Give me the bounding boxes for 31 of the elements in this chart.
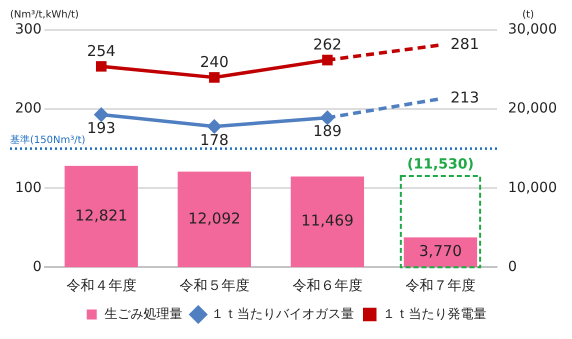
- data-label: 11,469: [301, 212, 354, 230]
- y2-axis-title: (t): [522, 10, 534, 21]
- data-label: 12,821: [75, 206, 128, 224]
- x-tick-label: 令和４年度: [66, 278, 136, 294]
- y-tick-label: 200: [14, 100, 42, 117]
- x-tick-label: 令和６年度: [292, 278, 362, 294]
- data-label: 3,770: [419, 242, 462, 260]
- data-label: (11,530): [407, 156, 474, 173]
- ref-line-label: 基準(150Nm³/t): [10, 134, 86, 146]
- y-tick-label: 0: [32, 258, 42, 275]
- legend-label: 生ごみ処理量: [104, 306, 182, 322]
- data-label: 178: [200, 130, 229, 149]
- y2-tick-label: 20,000: [508, 100, 558, 117]
- x-tick-label: 令和５年度: [179, 278, 250, 294]
- y-tick-label: 300: [14, 22, 42, 38]
- y-tick-label: 100: [14, 180, 42, 196]
- data-label: 213: [450, 88, 480, 107]
- data-label: 254: [86, 42, 116, 60]
- data-label: 12,092: [188, 209, 241, 228]
- data-label: 193: [86, 118, 116, 137]
- x-tick-label: 令和７年度: [405, 278, 476, 294]
- data-label: 262: [313, 35, 342, 54]
- y2-tick-label: 10,000: [508, 180, 558, 196]
- y2-tick-label: 30,000: [508, 22, 558, 38]
- y2-tick-label: 0: [508, 258, 517, 275]
- y-axis-title: (Nm³/t,kWh/t): [10, 10, 79, 21]
- data-label: 281: [450, 34, 480, 53]
- data-label: 189: [313, 122, 342, 140]
- legend-label: １ｔ当たりバイオガス量: [210, 306, 354, 322]
- data-label: 240: [200, 52, 229, 71]
- legend-label: １ｔ当たり発電量: [382, 306, 486, 322]
